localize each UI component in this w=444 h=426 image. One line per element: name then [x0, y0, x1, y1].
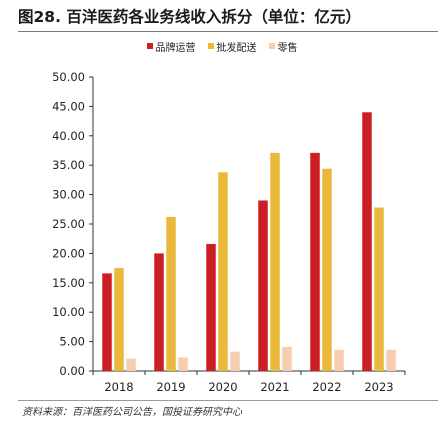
- bar-brand-2020: [206, 243, 216, 371]
- bar-brand-2019: [154, 253, 164, 371]
- bar-wholesale-2019: [166, 216, 176, 371]
- source-note: 资料来源：百洋医药公司公告，国投证券研究中心: [22, 407, 242, 418]
- bar-wholesale-2022: [322, 168, 332, 371]
- title-divider: [18, 31, 438, 32]
- legend-swatch-retail: [268, 43, 275, 49]
- y-tick-label: 20.00: [52, 246, 85, 260]
- legend-item-retail: 零售: [268, 39, 298, 54]
- y-tick-label: 35.00: [52, 158, 85, 172]
- x-tick-label: 2021: [260, 380, 289, 394]
- source-divider: [18, 400, 438, 401]
- bar-retail-2023: [386, 349, 396, 371]
- y-tick-label: 10.00: [52, 305, 85, 319]
- bar-wholesale-2020: [218, 172, 228, 371]
- y-tick-label: 30.00: [52, 188, 85, 202]
- x-tick-label: 2020: [208, 380, 237, 394]
- y-tick-label: 45.00: [52, 99, 85, 113]
- x-tick-label: 2018: [104, 380, 133, 394]
- chart-title: 图28. 百洋医药各业务线收入拆分（单位：亿元）: [18, 8, 361, 26]
- legend-item-wholesale: 批发配送: [207, 39, 257, 54]
- x-tick-label: 2023: [364, 380, 393, 394]
- bar-wholesale-2023: [374, 207, 384, 371]
- bar-retail-2021: [282, 346, 292, 371]
- bar-brand-2022: [310, 152, 320, 371]
- y-tick-label: 40.00: [52, 129, 85, 143]
- legend-label-brand: 品牌运营: [155, 42, 196, 54]
- x-tick-label: 2019: [156, 380, 185, 394]
- y-tick-label: 15.00: [52, 276, 85, 290]
- bar-wholesale-2021: [270, 152, 280, 371]
- legend-swatch-wholesale: [207, 43, 214, 49]
- chart-legend: 品牌运营 批发配送 零售: [0, 38, 444, 54]
- y-tick-label: 50.00: [52, 70, 85, 84]
- y-tick-label: 0.00: [59, 364, 85, 378]
- bar-retail-2018: [126, 358, 136, 371]
- y-tick-label: 5.00: [59, 335, 85, 349]
- legend-label-retail: 零售: [277, 42, 298, 54]
- bar-wholesale-2018: [114, 268, 124, 371]
- bar-brand-2018: [102, 273, 112, 371]
- bar-retail-2020: [230, 351, 240, 371]
- bar-brand-2021: [258, 200, 268, 371]
- bar-brand-2023: [362, 112, 372, 371]
- bar-retail-2022: [334, 349, 344, 371]
- bar-retail-2019: [178, 357, 188, 371]
- legend-label-wholesale: 批发配送: [216, 42, 257, 54]
- y-tick-label: 25.00: [52, 217, 85, 231]
- legend-item-brand: 品牌运营: [146, 39, 196, 54]
- x-tick-label: 2022: [312, 380, 341, 394]
- legend-swatch-brand: [146, 43, 153, 49]
